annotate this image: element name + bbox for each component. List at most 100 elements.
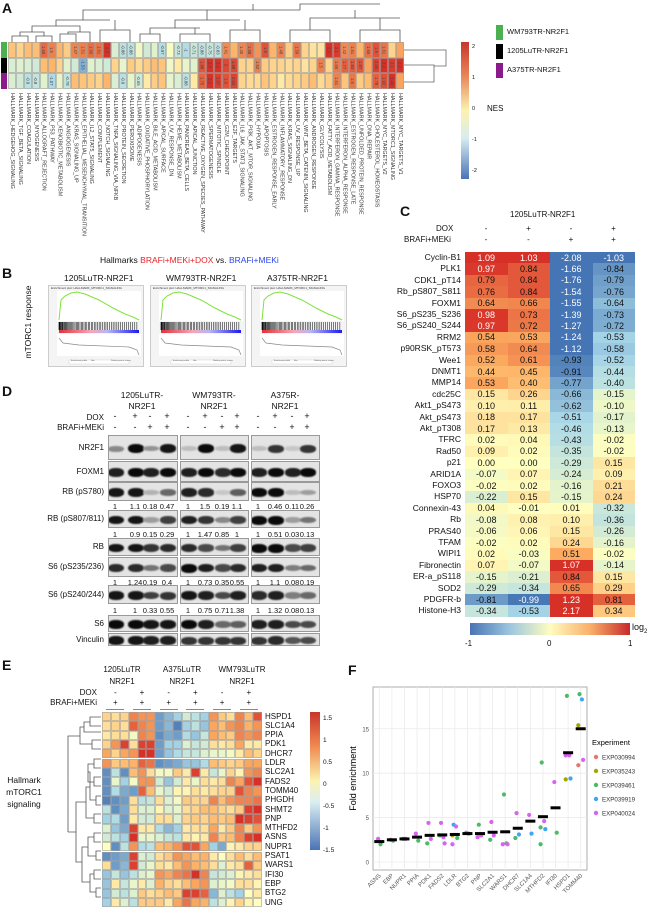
expression-cell <box>199 730 209 740</box>
nes-cell: 2.2 <box>324 42 333 58</box>
rppa-cell: -0.06 <box>465 525 508 537</box>
expression-cell <box>199 842 209 852</box>
nes-cell <box>142 57 151 73</box>
blot-label: RB (pS780) <box>62 486 104 496</box>
nes-cell <box>31 57 40 73</box>
side-label: mTORC1 <box>6 787 42 797</box>
ranking-area <box>159 334 243 356</box>
nes-cell <box>269 42 278 58</box>
band-quantification: 0.19 <box>214 502 230 511</box>
brafi-sign: - <box>133 422 137 432</box>
expression-cell <box>235 730 245 740</box>
protein-band <box>252 636 267 645</box>
brafi-sign: - <box>273 422 277 432</box>
data-point <box>513 835 518 841</box>
expression-cell <box>137 879 147 889</box>
data-point <box>489 819 494 825</box>
legend-label: A375TR-NR2F1 <box>507 65 561 74</box>
brafi-sign: + <box>234 422 240 432</box>
pathway-label: HALLMARK_REACTIVE_OXYGEN_SPECIES_PATHWAY <box>199 93 206 233</box>
e-dox-label: DOX <box>79 688 97 697</box>
expression-cell <box>164 721 174 731</box>
expression-cell <box>244 749 254 759</box>
blot-panel <box>108 633 178 646</box>
nes-cell: -1.53 <box>79 57 88 73</box>
rppa-cell: 1.03 <box>507 252 550 264</box>
e-colorbar-tick: 1.5 <box>323 715 333 722</box>
rppa-cell: 0.02 <box>465 548 508 560</box>
band-quantification: 1 <box>112 606 118 615</box>
data-point <box>543 827 548 832</box>
protein-band <box>268 563 284 573</box>
protein-band <box>109 468 124 477</box>
expression-cell <box>164 730 174 740</box>
median-bar <box>575 727 586 731</box>
gene-label: MTHFD2 <box>265 823 298 833</box>
expression-cell <box>146 832 156 843</box>
expression-cell <box>226 842 236 852</box>
rppa-cell: 0.81 <box>592 594 635 606</box>
expression-cell <box>173 721 182 731</box>
y-tick-label: 15 <box>362 727 369 733</box>
expression-cell <box>253 898 262 907</box>
expression-cell <box>235 758 245 768</box>
expression-cell <box>190 823 200 833</box>
expression-cell <box>110 786 120 796</box>
enrichment-profile <box>261 291 343 321</box>
nes-cell <box>190 57 199 73</box>
expression-cell <box>217 730 227 740</box>
rppa-cell: -0.17 <box>592 411 635 423</box>
gene-label: ASNS <box>265 832 287 842</box>
expression-cell <box>208 898 218 907</box>
pathway-label: HALLMARK_HEME_METABOLISM <box>175 93 182 179</box>
expression-cell <box>217 860 227 871</box>
expression-cell <box>182 777 191 787</box>
expression-cell <box>173 712 182 722</box>
gsea-graphics <box>159 291 243 365</box>
band-quantification: 1.5 <box>199 502 211 511</box>
data-point <box>425 841 430 846</box>
pathway-label: HALLMARK_EPITHELIAL_MESENCHYMAL_TRANSITI… <box>80 93 87 236</box>
protein-band <box>268 468 284 477</box>
gsea-legend-item: Hits <box>91 360 95 362</box>
expression-cell <box>128 888 138 898</box>
expression-cell <box>244 795 254 805</box>
row-color-wm793 <box>1 42 7 58</box>
protein-band <box>109 591 124 600</box>
nes-cell <box>118 57 127 73</box>
expression-cell <box>217 777 227 787</box>
expression-cell <box>253 730 262 740</box>
expression-cell <box>173 823 182 833</box>
brafi-sign: + <box>219 422 225 432</box>
expression-cell <box>226 888 236 898</box>
expression-cell <box>253 721 262 731</box>
expression-cell <box>164 777 174 787</box>
legend-label: WM793TR-NR2F1 <box>507 27 570 36</box>
data-point <box>488 837 493 842</box>
rppa-cell: 0.24 <box>550 537 593 549</box>
expression-cell <box>199 739 209 750</box>
pathway-label: HALLMARK_PANCREAS_BETA_CELLS <box>183 93 190 192</box>
expression-cell <box>155 842 165 852</box>
rppa-dox-sign: + <box>526 224 531 233</box>
band-quantification: 1 <box>234 530 240 539</box>
nes-cell <box>229 42 238 58</box>
nes-cell: 1.98 <box>229 57 238 73</box>
expression-cell <box>173 786 182 796</box>
nes-cell <box>55 57 64 73</box>
expression-cell <box>199 823 209 833</box>
expression-cell <box>199 814 209 824</box>
nes-cell <box>364 73 373 89</box>
brafi-sign: - <box>113 422 117 432</box>
data-point <box>552 779 557 785</box>
nes-cell <box>388 42 397 58</box>
rppa-cell: -0.44 <box>592 366 635 378</box>
protein-band <box>109 515 124 525</box>
expression-cell <box>199 767 209 778</box>
rppa-cell: 1.23 <box>550 594 593 606</box>
pathway-label: HALLMARK_INTERFERON_GAMMA_RESPONSE <box>333 93 340 217</box>
expression-cell <box>199 860 209 871</box>
rppa-cell: -0.77 <box>550 377 593 389</box>
expression-cell <box>173 777 182 787</box>
protein-label: PLK1 <box>440 263 461 274</box>
